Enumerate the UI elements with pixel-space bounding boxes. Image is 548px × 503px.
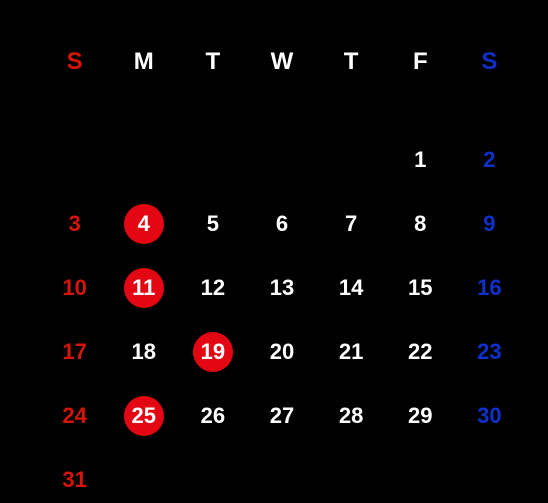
calendar-day-number: 5 xyxy=(207,211,219,236)
calendar-day-cell[interactable]: 18 xyxy=(109,339,178,365)
calendar-day-number: 8 xyxy=(414,211,426,236)
dow-sat: S xyxy=(455,48,524,76)
calendar-day-number: 21 xyxy=(339,339,363,364)
calendar-day-cell[interactable]: 30 xyxy=(455,403,524,429)
calendar-day-number: 31 xyxy=(62,467,86,492)
calendar-day-cell[interactable]: 31 xyxy=(40,467,109,493)
calendar-header-row: S M T W T F S xyxy=(40,48,524,104)
calendar-day-cell[interactable]: 14 xyxy=(317,275,386,301)
calendar-day-number: 9 xyxy=(483,211,495,236)
calendar-day-number: 23 xyxy=(477,339,501,364)
calendar-day-cell[interactable]: 11 xyxy=(109,275,178,301)
calendar-day-cell[interactable]: 22 xyxy=(386,339,455,365)
calendar-day-number: 11 xyxy=(132,275,155,300)
calendar-day-cell[interactable]: 5 xyxy=(178,211,247,237)
calendar-week-row: 10 11 12 13 14 15 16 xyxy=(40,256,524,320)
calendar-day-cell[interactable]: 20 xyxy=(247,339,316,365)
calendar-day-number: 26 xyxy=(201,403,225,428)
calendar-day-cell[interactable]: 21 xyxy=(317,339,386,365)
calendar-day-number: 28 xyxy=(339,403,363,428)
calendar-day-cell[interactable]: 27 xyxy=(247,403,316,429)
calendar-day-cell[interactable]: 10 xyxy=(40,275,109,301)
calendar-day-number: 14 xyxy=(339,275,363,300)
calendar-day-cell[interactable]: 24 xyxy=(40,403,109,429)
dow-mon: M xyxy=(109,48,178,76)
calendar-day-cell[interactable]: 15 xyxy=(386,275,455,301)
calendar-day-cell[interactable]: 8 xyxy=(386,211,455,237)
calendar-day-number: 30 xyxy=(477,403,501,428)
calendar-day-number: 24 xyxy=(62,403,86,428)
calendar-day-number: 15 xyxy=(408,275,432,300)
calendar-week-row: 12 xyxy=(40,128,524,192)
calendar-day-cell[interactable]: 9 xyxy=(455,211,524,237)
calendar-day-cell[interactable]: 4 xyxy=(109,211,178,237)
calendar-day-number: 1 xyxy=(414,147,426,172)
calendar-day-cell[interactable]: 25 xyxy=(109,403,178,429)
calendar-day-cell[interactable]: 16 xyxy=(455,275,524,301)
calendar-day-cell[interactable]: 28 xyxy=(317,403,386,429)
calendar-day-cell[interactable]: 6 xyxy=(247,211,316,237)
calendar-weeks: 1234567891011121314151617181920212223242… xyxy=(40,128,524,503)
dow-sun: S xyxy=(40,48,109,76)
calendar-day-cell[interactable]: 23 xyxy=(455,339,524,365)
calendar-day-number: 25 xyxy=(131,403,155,428)
calendar-day-cell[interactable]: 1 xyxy=(386,147,455,173)
calendar-day-cell[interactable]: 12 xyxy=(178,275,247,301)
dow-wed: W xyxy=(247,48,316,76)
calendar-week-row: 24 25 26 27 28 29 30 xyxy=(40,384,524,448)
calendar-widget: S M T W T F S 12345678910111213141516171… xyxy=(0,0,548,503)
calendar-day-number: 16 xyxy=(477,275,501,300)
calendar-day-cell[interactable]: 19 xyxy=(178,339,247,365)
calendar-day-number: 3 xyxy=(68,211,80,236)
calendar-day-number: 6 xyxy=(276,211,288,236)
calendar-day-number: 19 xyxy=(201,339,225,364)
calendar-day-number: 27 xyxy=(270,403,294,428)
calendar-week-row: 3 4 5 6 7 8 9 xyxy=(40,192,524,256)
calendar-day-cell[interactable]: 29 xyxy=(386,403,455,429)
dow-fri: F xyxy=(386,48,455,76)
calendar-day-number: 18 xyxy=(131,339,155,364)
dow-tue: T xyxy=(178,48,247,76)
calendar-day-number: 12 xyxy=(201,275,225,300)
calendar-day-number: 17 xyxy=(62,339,86,364)
calendar-day-number: 4 xyxy=(138,211,150,236)
calendar-day-number: 10 xyxy=(62,275,86,300)
calendar-day-cell[interactable]: 26 xyxy=(178,403,247,429)
calendar-day-number: 22 xyxy=(408,339,432,364)
calendar-day-cell[interactable]: 7 xyxy=(317,211,386,237)
calendar-day-number: 2 xyxy=(483,147,495,172)
calendar-day-cell[interactable]: 17 xyxy=(40,339,109,365)
calendar-day-cell[interactable]: 3 xyxy=(40,211,109,237)
calendar-day-number: 13 xyxy=(270,275,294,300)
calendar-day-number: 20 xyxy=(270,339,294,364)
calendar-week-row: 31 xyxy=(40,448,524,503)
calendar-day-number: 29 xyxy=(408,403,432,428)
calendar-week-row: 17 18 19 20 21 22 23 xyxy=(40,320,524,384)
dow-thu: T xyxy=(317,48,386,76)
calendar-day-cell[interactable]: 13 xyxy=(247,275,316,301)
calendar-day-cell[interactable]: 2 xyxy=(455,147,524,173)
calendar-day-number: 7 xyxy=(345,211,357,236)
